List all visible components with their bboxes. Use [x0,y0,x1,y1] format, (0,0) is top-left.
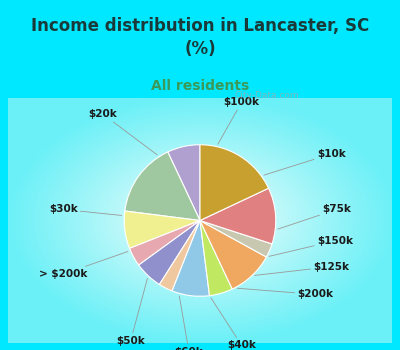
Text: $75k: $75k [278,204,351,229]
Wedge shape [200,220,232,296]
Text: $30k: $30k [49,204,122,216]
Wedge shape [200,188,276,244]
Wedge shape [200,220,272,257]
Text: $50k: $50k [116,278,148,345]
Wedge shape [125,152,200,220]
Wedge shape [168,145,200,220]
Text: $10k: $10k [264,149,346,175]
Text: > $200k: > $200k [39,252,128,279]
Wedge shape [124,211,200,248]
Text: $200k: $200k [237,288,334,299]
Wedge shape [139,220,200,285]
Text: $20k: $20k [89,109,157,155]
Wedge shape [200,145,268,220]
Wedge shape [130,220,200,265]
Text: $40k: $40k [211,298,256,350]
Text: $100k: $100k [218,97,260,144]
Text: $150k: $150k [269,236,353,256]
Wedge shape [200,220,266,289]
Wedge shape [172,220,210,296]
Text: $125k: $125k [255,262,349,275]
Wedge shape [160,220,200,291]
Text: City-Data.com: City-Data.com [234,91,299,100]
Text: $60k: $60k [174,296,203,350]
Text: Income distribution in Lancaster, SC
(%): Income distribution in Lancaster, SC (%) [31,18,369,58]
Text: All residents: All residents [151,79,249,93]
